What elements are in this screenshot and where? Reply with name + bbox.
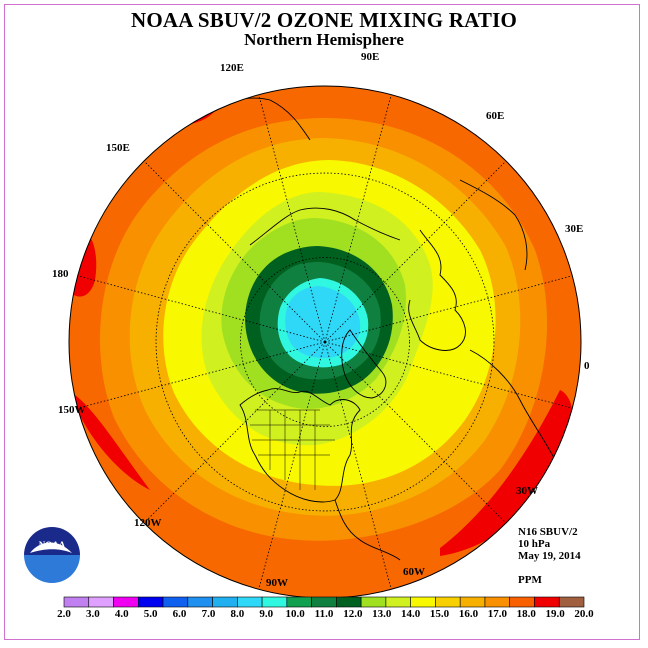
colorbar-swatch bbox=[509, 596, 535, 608]
meridian-line bbox=[143, 341, 326, 524]
colorbar-swatch bbox=[336, 596, 362, 608]
colorbar-tick-label: 14.0 bbox=[401, 608, 421, 620]
colorbar-swatch bbox=[558, 596, 585, 608]
lon-label-0: 0 bbox=[584, 360, 590, 372]
lon-label-120e: 120E bbox=[220, 62, 244, 74]
meridian-line bbox=[324, 94, 392, 343]
figure-frame bbox=[4, 4, 640, 640]
colorbar-swatch bbox=[385, 596, 411, 608]
colorbar-swatch bbox=[311, 596, 337, 608]
lon-label-30e: 30E bbox=[565, 223, 584, 235]
meridian-line bbox=[77, 275, 326, 343]
lon-label-150w: 150W bbox=[58, 404, 86, 416]
lon-label-60e: 60E bbox=[486, 110, 505, 122]
colorbar: 2.0 3.0 4.0 5.0 6.0 7.0 8.0 9.0 10.0 11.0 12.0 13.0… bbox=[57, 596, 594, 620]
colorbar-tick-label: 2.0 bbox=[57, 608, 71, 620]
colorbar-tick-label: 15.0 bbox=[430, 608, 450, 620]
colorbar-tick-label: 7.0 bbox=[202, 608, 216, 620]
colorbar-swatch bbox=[187, 596, 213, 608]
meridian-line bbox=[258, 341, 326, 590]
colorbar-tick-label: 6.0 bbox=[173, 608, 187, 620]
colorbar-tick-label: 10.0 bbox=[285, 608, 305, 620]
contour-9 bbox=[285, 286, 361, 358]
lon-label-30w: 30W bbox=[516, 485, 538, 497]
colorbar-swatch bbox=[212, 596, 238, 608]
colorbar-swatch bbox=[63, 596, 90, 608]
colorbar-tick-label: 5.0 bbox=[144, 608, 158, 620]
instrument-label: N16 SBUV/2 bbox=[518, 526, 578, 538]
units-label: PPM bbox=[518, 574, 542, 586]
meridian-line bbox=[324, 341, 392, 590]
chart-title: NOAA SBUV/2 OZONE MIXING RATIO bbox=[131, 8, 517, 32]
coast-asia bbox=[249, 207, 401, 246]
latitude-circle-1 bbox=[240, 257, 410, 427]
colorbar-swatch bbox=[484, 596, 511, 608]
colorbar-swatch bbox=[360, 596, 387, 608]
colorbar-tick-label: 13.0 bbox=[372, 608, 392, 620]
colorbar-tick-label: 18.0 bbox=[517, 608, 537, 620]
colorbar-tick-label: 8.0 bbox=[230, 608, 244, 620]
colorbar-swatch bbox=[534, 596, 560, 608]
max-patch-southeast bbox=[440, 390, 573, 556]
lon-label-90w: 90W bbox=[266, 577, 288, 589]
coast-arabia bbox=[459, 179, 528, 271]
colorbar-swatch bbox=[88, 596, 114, 608]
coast-central-america bbox=[334, 499, 401, 561]
colorbar-tick-label: 17.0 bbox=[488, 608, 508, 620]
coast-greenland bbox=[341, 329, 387, 399]
colorbar-swatch bbox=[435, 596, 461, 608]
pressure-level-label: 10 hPa bbox=[518, 538, 551, 550]
colorbar-tick-label: 16.0 bbox=[459, 608, 479, 620]
noaa-logo-text: NOAA bbox=[39, 540, 66, 550]
colorbar-swatch bbox=[237, 596, 263, 608]
meridian-line bbox=[324, 275, 573, 343]
meridian-line bbox=[258, 94, 326, 343]
meridian-line bbox=[143, 160, 326, 343]
coast-africa bbox=[469, 349, 556, 461]
colorbar-swatch bbox=[261, 596, 288, 608]
lon-label-60w: 60W bbox=[403, 566, 425, 578]
chart-subtitle: Northern Hemisphere bbox=[244, 30, 404, 49]
colorbar-swatch bbox=[162, 596, 189, 608]
lon-label-90e: 90E bbox=[361, 51, 380, 63]
colorbar-tick-label: 19.0 bbox=[545, 608, 565, 620]
colorbar-swatch bbox=[137, 596, 164, 608]
colorbar-tick-label: 12.0 bbox=[343, 608, 363, 620]
colorbar-swatch bbox=[286, 596, 312, 608]
coast-us-states bbox=[250, 409, 335, 490]
coast-europe bbox=[408, 229, 466, 351]
colorbar-tick-label: 3.0 bbox=[86, 608, 100, 620]
graticule bbox=[77, 94, 573, 590]
max-patch-southwest bbox=[75, 395, 150, 490]
coast-north-america bbox=[239, 388, 361, 503]
colorbar-tick-label: 9.0 bbox=[259, 608, 273, 620]
meridian-line bbox=[324, 160, 507, 343]
colorbar-swatch bbox=[410, 596, 436, 608]
lon-label-120w: 120W bbox=[134, 517, 162, 529]
colorbar-tick-label: 20.0 bbox=[574, 608, 594, 620]
date-label: May 19, 2014 bbox=[518, 550, 581, 562]
noaa-logo: NOAA bbox=[15, 518, 89, 592]
lon-label-180: 180 bbox=[52, 268, 69, 280]
colorbar-tick-label: 4.0 bbox=[115, 608, 129, 620]
colorbar-swatch bbox=[113, 596, 139, 608]
colorbar-swatch bbox=[459, 596, 486, 608]
lon-label-150e: 150E bbox=[106, 142, 130, 154]
latitude-circle-2 bbox=[155, 172, 495, 512]
meridian-line bbox=[77, 341, 326, 409]
meridian-line bbox=[324, 341, 507, 524]
colorbar-tick-label: 11.0 bbox=[315, 608, 334, 620]
